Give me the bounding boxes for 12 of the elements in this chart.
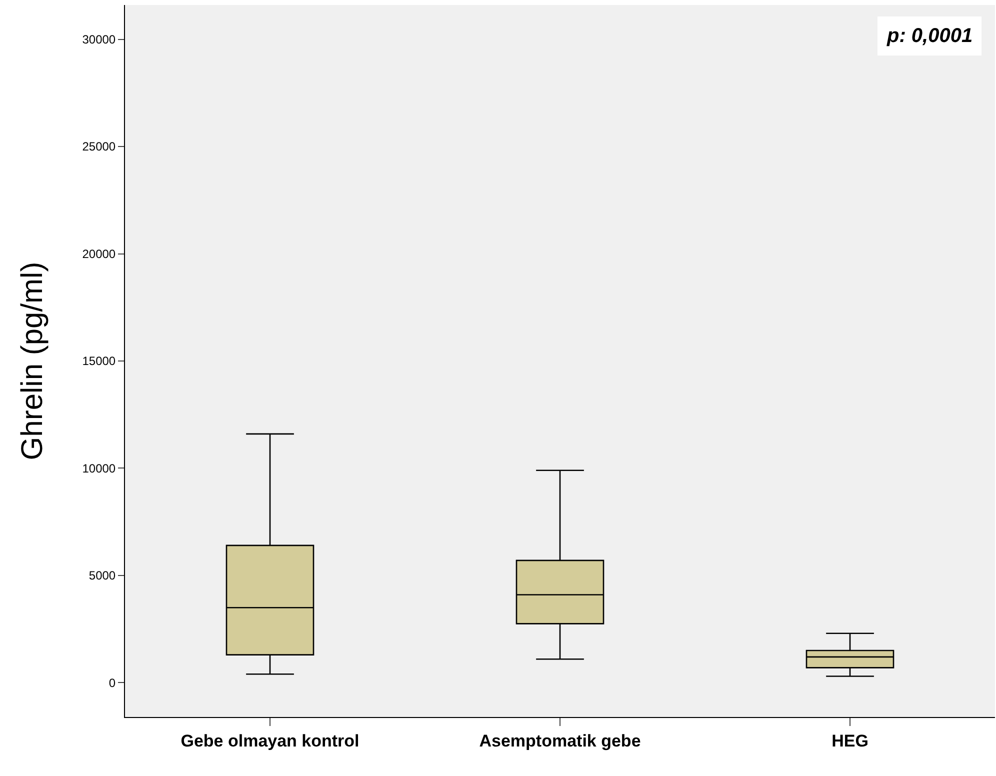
- y-tick-label: 25000: [82, 140, 116, 154]
- annotation: p: 0,0001: [886, 25, 973, 47]
- y-tick-label: 10000: [82, 461, 116, 476]
- y-tick-label: 5000: [88, 568, 116, 583]
- y-tick-label: 0: [108, 676, 116, 690]
- y-tick-label: 15000: [82, 354, 116, 368]
- x-tick-label: Gebe olmayan kontrol: [180, 731, 360, 750]
- x-tick-label: Asemptomatik gebe: [479, 731, 641, 750]
- y-tick-label: 30000: [82, 32, 116, 47]
- y-tick-label: 20000: [82, 246, 116, 261]
- y-axis-title: Ghrelin (pg/ml): [16, 262, 50, 460]
- x-tick-label: HEG: [832, 731, 868, 750]
